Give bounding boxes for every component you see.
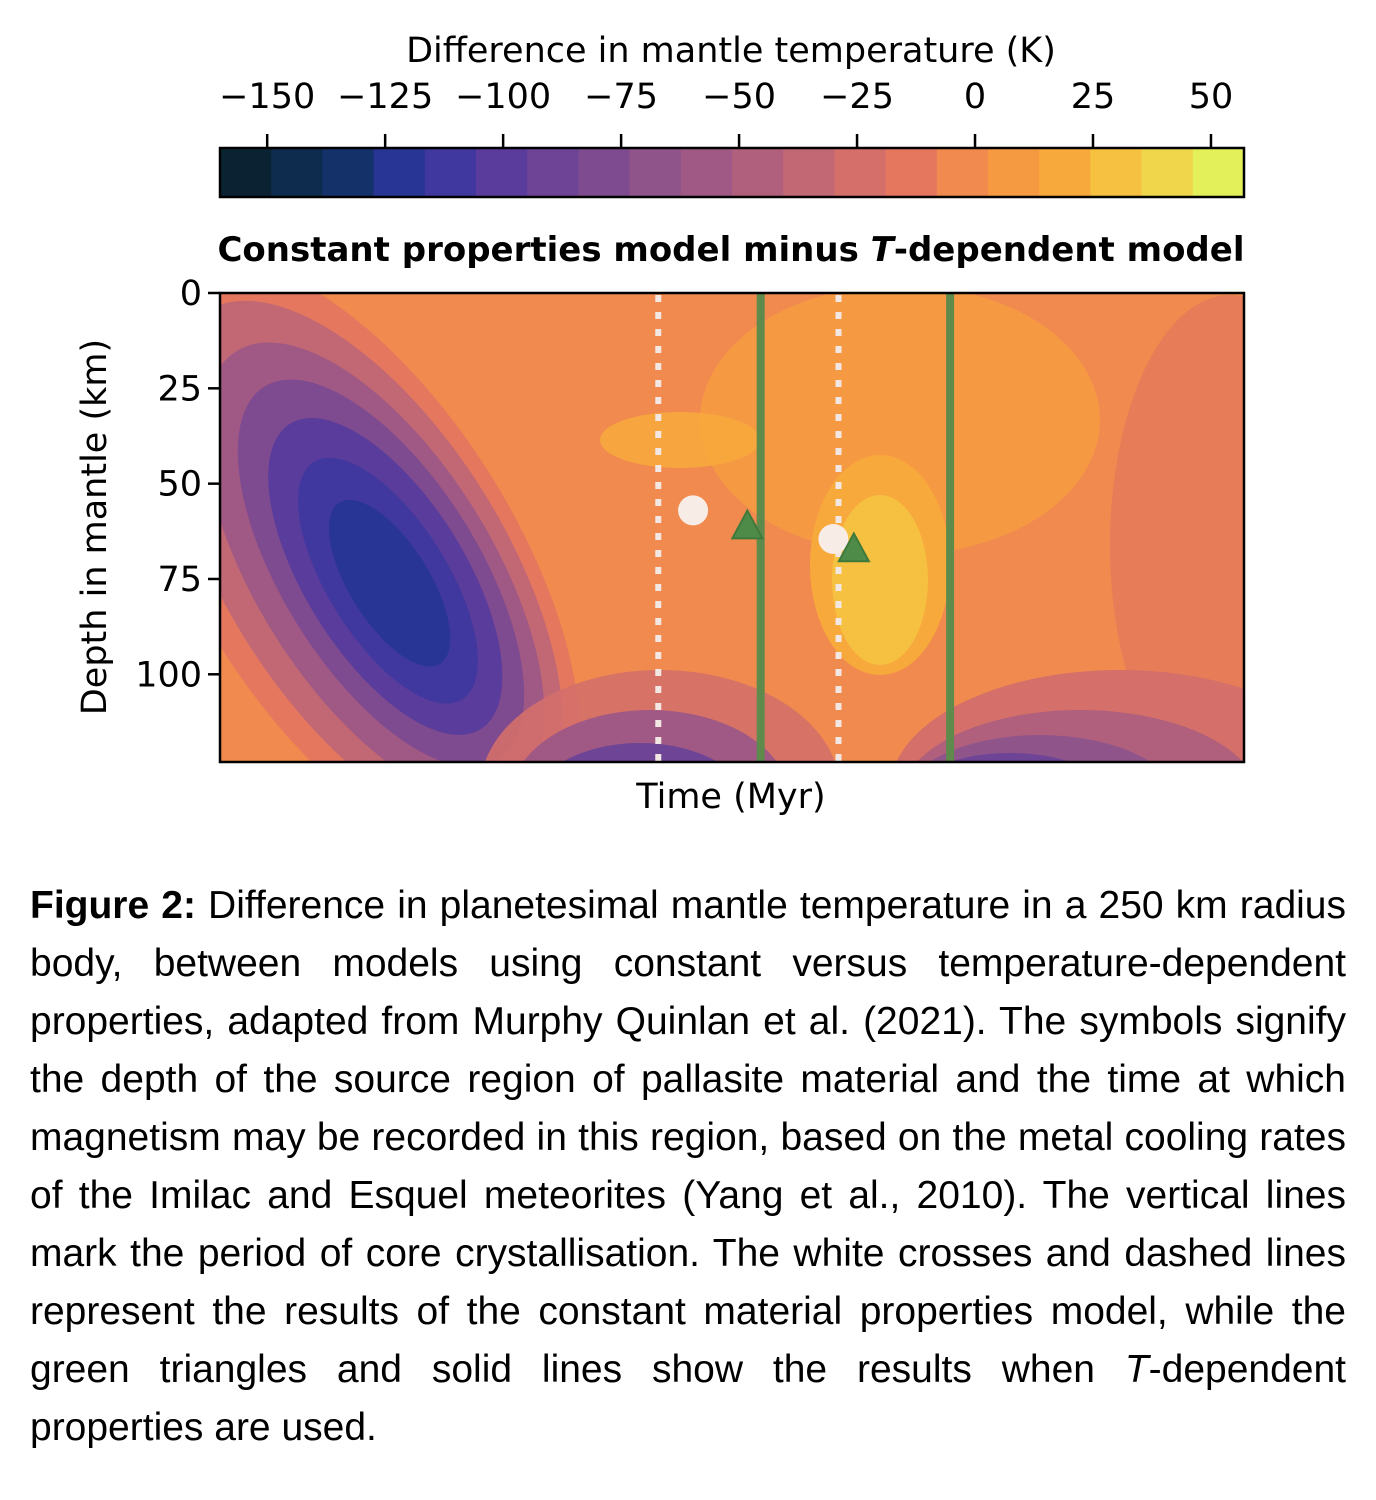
colorbar-bin	[424, 148, 477, 197]
colorbar-tick-labels: −150 −125 −100 −75 −50 −25 0 25 50	[219, 77, 1233, 117]
y-tick-label: 0	[180, 274, 202, 314]
chart-title: Constant properties model minus T-depend…	[217, 230, 1244, 270]
marker-constant-esquel	[818, 523, 849, 554]
colorbar-bin	[322, 148, 375, 197]
marker-constant-imilac	[678, 495, 709, 526]
y-tick-label: 100	[135, 655, 202, 695]
colorbar-bin	[1141, 148, 1194, 197]
colorbar-bin	[732, 148, 784, 197]
colorbar-bin	[1039, 148, 1091, 197]
caption-italic: T	[1124, 1348, 1149, 1391]
colorbar-tick-label: 25	[1071, 77, 1116, 117]
x-axis-label: Time (Myr)	[635, 777, 825, 817]
colorbar-tick-label: −25	[820, 77, 894, 117]
colorbar-tick-label: 0	[964, 77, 986, 117]
marker-tdependent-esquel	[837, 531, 871, 563]
caption-text: Difference in planetesimal mantle temper…	[30, 884, 1346, 1391]
colorbar-bin	[1090, 148, 1143, 197]
colorbar-bin	[578, 148, 631, 197]
colorbar-tick-label: −150	[219, 77, 315, 117]
colorbar-bin	[220, 148, 272, 197]
colorbar-bin	[834, 148, 887, 197]
y-tick-label: 50	[157, 465, 202, 505]
colorbar-tick-label: −100	[455, 77, 551, 117]
colorbar-bin	[373, 148, 426, 197]
colorbar-bins	[220, 148, 1245, 197]
colorbar-bin	[885, 148, 938, 197]
y-tick-label: 25	[157, 369, 202, 409]
colorbar-bin	[783, 148, 835, 197]
heatmap	[220, 293, 1244, 762]
figure: Difference in mantle temperature (K) −15…	[75, 31, 1246, 817]
colorbar-bin	[936, 148, 989, 197]
marker-tdependent-imilac	[730, 508, 765, 540]
colorbar-bin	[271, 148, 323, 197]
caption-text-end: -dependent properties are used.	[30, 1348, 1346, 1449]
y-tick-label: 75	[157, 560, 202, 600]
caption-label: Figure 2:	[30, 884, 196, 927]
colorbar-tick-label: −75	[584, 77, 658, 117]
plot-frame	[218, 291, 1246, 764]
colorbar-bin	[476, 148, 528, 197]
colorbar-tick-label: −125	[337, 77, 433, 117]
y-axis-ticks: 0 25 50 75 100	[135, 274, 220, 695]
colorbar-bin	[1192, 148, 1245, 197]
markers	[678, 495, 871, 563]
colorbar-tick-label: 50	[1189, 77, 1234, 117]
colorbar-bin	[680, 148, 733, 197]
colorbar-tick-label: −50	[702, 77, 776, 117]
colorbar-bin	[629, 148, 682, 197]
colorbar-ticks	[265, 134, 1213, 148]
colorbar-label: Difference in mantle temperature (K)	[406, 31, 1056, 71]
vertical-lines	[655, 293, 955, 762]
colorbar-bin	[988, 148, 1040, 197]
colorbar-bin	[527, 148, 579, 197]
figure-caption: Figure 2: Difference in planetesimal man…	[30, 877, 1346, 1457]
y-axis-label: Depth in mantle (km)	[75, 339, 115, 715]
colorbar-frame	[218, 146, 1246, 199]
